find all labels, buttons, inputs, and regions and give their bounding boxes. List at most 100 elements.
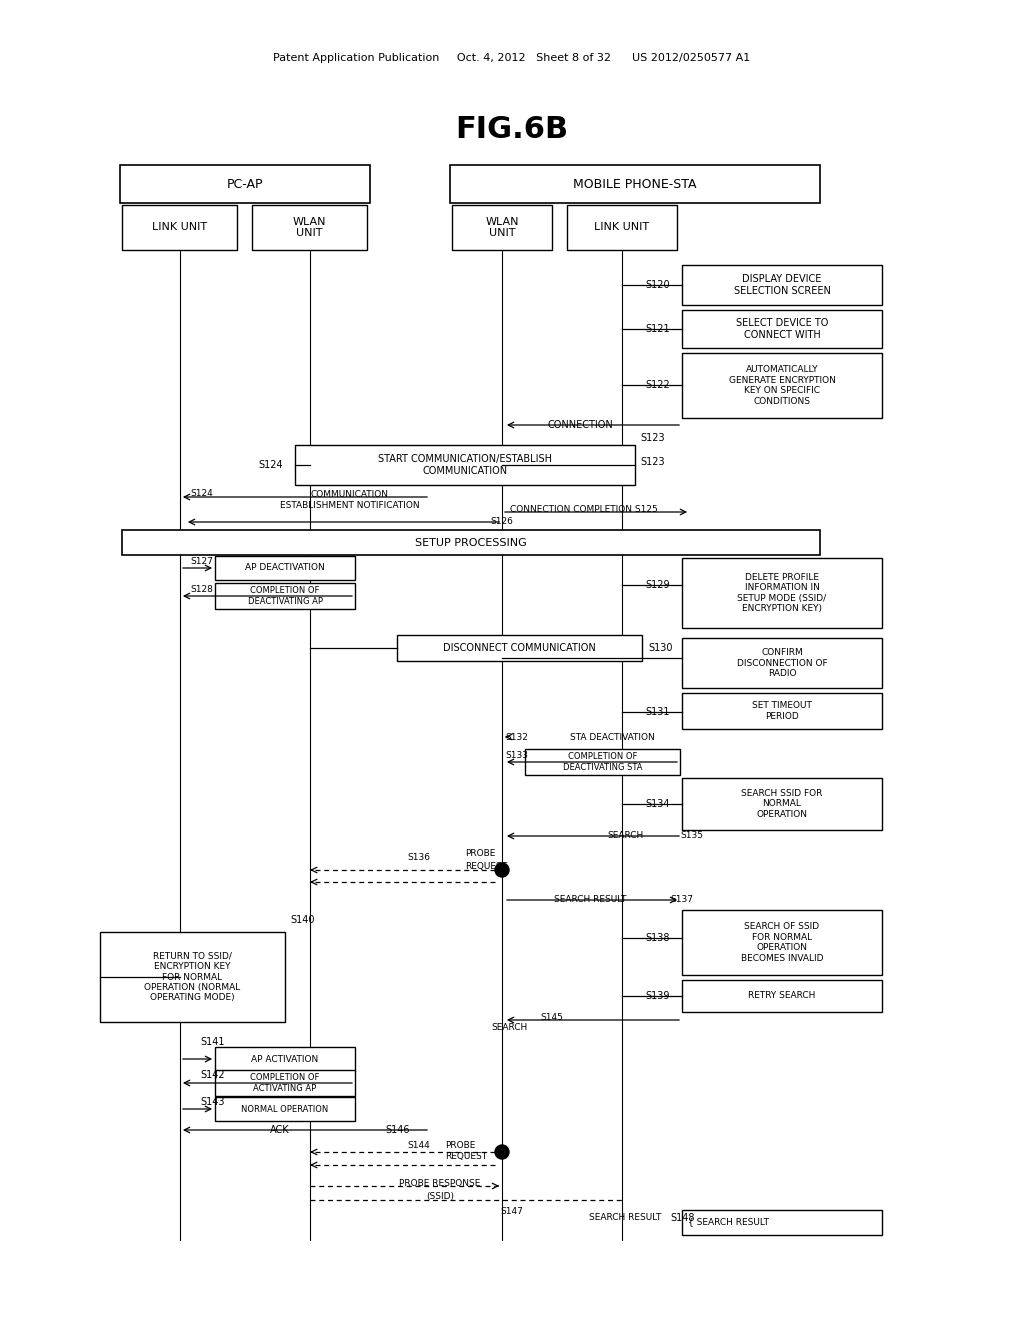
Bar <box>215 556 355 579</box>
Bar <box>452 205 552 249</box>
Text: S120: S120 <box>645 280 670 290</box>
Text: S143: S143 <box>200 1097 224 1107</box>
Text: S131: S131 <box>645 708 670 717</box>
Text: S145: S145 <box>540 1014 563 1023</box>
Text: S134: S134 <box>645 799 670 809</box>
Text: MOBILE PHONE-STA: MOBILE PHONE-STA <box>573 177 696 190</box>
Text: S139: S139 <box>645 991 670 1001</box>
Text: CONNECTION COMPLETION S125: CONNECTION COMPLETION S125 <box>510 506 657 515</box>
Text: LINK UNIT: LINK UNIT <box>152 223 207 232</box>
Text: RETRY SEARCH: RETRY SEARCH <box>749 991 816 1001</box>
Text: Patent Application Publication     Oct. 4, 2012   Sheet 8 of 32      US 2012/025: Patent Application Publication Oct. 4, 2… <box>273 53 751 63</box>
Text: SEARCH: SEARCH <box>492 1023 528 1032</box>
Bar <box>215 1097 355 1121</box>
Text: { SEARCH RESULT: { SEARCH RESULT <box>688 1217 769 1226</box>
Text: S137: S137 <box>670 895 693 904</box>
Text: DISPLAY DEVICE
SELECTION SCREEN: DISPLAY DEVICE SELECTION SCREEN <box>733 275 830 296</box>
Bar <box>682 638 882 688</box>
Text: S123: S123 <box>640 457 665 467</box>
Text: LINK UNIT: LINK UNIT <box>595 223 649 232</box>
Text: S123: S123 <box>640 433 665 444</box>
Text: REQUEST: REQUEST <box>465 862 507 870</box>
Bar <box>122 205 237 249</box>
Text: COMPLETION OF
DEACTIVATING STA: COMPLETION OF DEACTIVATING STA <box>563 752 642 772</box>
Text: S133: S133 <box>505 751 528 760</box>
Text: S146: S146 <box>385 1125 410 1135</box>
Text: S142: S142 <box>200 1071 224 1080</box>
Text: SEARCH OF SSID
FOR NORMAL
OPERATION
BECOMES INVALID: SEARCH OF SSID FOR NORMAL OPERATION BECO… <box>740 923 823 962</box>
Circle shape <box>495 863 509 876</box>
Bar <box>682 909 882 975</box>
Text: CONNECTION: CONNECTION <box>547 420 613 430</box>
Text: STA DEACTIVATION: STA DEACTIVATION <box>570 733 654 742</box>
Text: S141: S141 <box>200 1038 224 1047</box>
Text: WLAN
UNIT: WLAN UNIT <box>293 216 327 239</box>
Text: SET TIMEOUT
PERIOD: SET TIMEOUT PERIOD <box>752 701 812 721</box>
Bar <box>215 583 355 609</box>
Text: DELETE PROFILE
INFORMATION IN
SETUP MODE (SSID/
ENCRYPTION KEY): DELETE PROFILE INFORMATION IN SETUP MODE… <box>737 573 826 612</box>
Circle shape <box>495 1144 509 1159</box>
Bar <box>122 531 820 554</box>
Bar <box>397 635 642 661</box>
Text: DISCONNECT COMMUNICATION: DISCONNECT COMMUNICATION <box>443 643 596 653</box>
Text: PROBE: PROBE <box>445 1140 475 1150</box>
Text: SEARCH RESULT: SEARCH RESULT <box>589 1213 662 1222</box>
Text: S136: S136 <box>407 854 430 862</box>
Text: S130: S130 <box>648 643 673 653</box>
Text: S124: S124 <box>258 459 283 470</box>
Text: START COMMUNICATION/ESTABLISH
COMMUNICATION: START COMMUNICATION/ESTABLISH COMMUNICAT… <box>378 454 552 475</box>
Text: S121: S121 <box>645 323 670 334</box>
Text: FIG.6B: FIG.6B <box>456 116 568 144</box>
Bar <box>682 265 882 305</box>
Text: PROBE: PROBE <box>465 850 496 858</box>
Text: S122: S122 <box>645 380 670 389</box>
Text: S144: S144 <box>408 1140 430 1150</box>
Text: AUTOMATICALLY
GENERATE ENCRYPTION
KEY ON SPECIFIC
CONDITIONS: AUTOMATICALLY GENERATE ENCRYPTION KEY ON… <box>728 366 836 405</box>
Text: S124: S124 <box>190 488 213 498</box>
Text: S132: S132 <box>505 733 528 742</box>
Bar <box>682 558 882 628</box>
Text: S138: S138 <box>645 933 670 942</box>
Bar <box>450 165 820 203</box>
Text: S147: S147 <box>500 1208 523 1217</box>
Text: NORMAL OPERATION: NORMAL OPERATION <box>242 1105 329 1114</box>
Text: COMPLETION OF
ACTIVATING AP: COMPLETION OF ACTIVATING AP <box>250 1073 319 1093</box>
Text: S135: S135 <box>680 832 703 841</box>
Bar <box>295 445 635 484</box>
Bar <box>682 1210 882 1236</box>
Bar <box>682 693 882 729</box>
Text: SEARCH: SEARCH <box>607 832 643 841</box>
Text: (SSID): (SSID) <box>426 1192 454 1200</box>
Bar <box>215 1071 355 1096</box>
Bar <box>215 1047 355 1071</box>
Bar <box>252 205 367 249</box>
Text: SEARCH SSID FOR
NORMAL
OPERATION: SEARCH SSID FOR NORMAL OPERATION <box>741 789 822 818</box>
Text: SETUP PROCESSING: SETUP PROCESSING <box>415 537 527 548</box>
Text: COMPLETION OF
DEACTIVATING AP: COMPLETION OF DEACTIVATING AP <box>248 586 323 606</box>
Text: ACK: ACK <box>270 1125 290 1135</box>
Text: S126: S126 <box>490 517 513 527</box>
Text: WLAN
UNIT: WLAN UNIT <box>485 216 519 239</box>
Bar <box>682 777 882 830</box>
Text: SELECT DEVICE TO
CONNECT WITH: SELECT DEVICE TO CONNECT WITH <box>736 318 828 339</box>
Text: S129: S129 <box>645 579 670 590</box>
Bar <box>100 932 285 1022</box>
Text: SEARCH RESULT: SEARCH RESULT <box>554 895 627 904</box>
Text: REQUEST: REQUEST <box>445 1152 487 1162</box>
Text: PROBE RESPONSE: PROBE RESPONSE <box>399 1179 480 1188</box>
Text: COMMUNICATION
ESTABLISHMENT NOTIFICATION: COMMUNICATION ESTABLISHMENT NOTIFICATION <box>280 490 420 510</box>
Text: CONFIRM
DISCONNECTION OF
RADIO: CONFIRM DISCONNECTION OF RADIO <box>736 648 827 678</box>
Bar <box>682 979 882 1012</box>
Text: S127: S127 <box>190 557 213 566</box>
Bar <box>525 748 680 775</box>
Bar <box>567 205 677 249</box>
Text: PC-AP: PC-AP <box>226 177 263 190</box>
Text: RETURN TO SSID/
ENCRYPTION KEY
FOR NORMAL
OPERATION (NORMAL
OPERATING MODE): RETURN TO SSID/ ENCRYPTION KEY FOR NORMA… <box>144 952 241 1002</box>
Text: AP DEACTIVATION: AP DEACTIVATION <box>245 564 325 573</box>
Text: S128: S128 <box>190 586 213 594</box>
Text: AP ACTIVATION: AP ACTIVATION <box>251 1055 318 1064</box>
Bar <box>682 352 882 418</box>
Text: S148: S148 <box>670 1213 694 1224</box>
Bar <box>120 165 370 203</box>
Bar <box>682 310 882 348</box>
